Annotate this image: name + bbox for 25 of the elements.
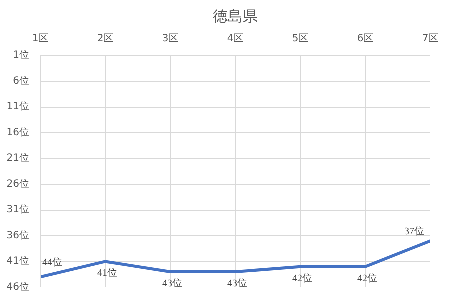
x-tick-label: 3区 bbox=[162, 34, 179, 44]
data-label: 44位 bbox=[42, 256, 62, 269]
data-label: 43位 bbox=[162, 278, 182, 290]
chart-title: 徳島県 bbox=[213, 8, 258, 26]
data-label: 42位 bbox=[358, 272, 378, 284]
y-tick-label: 36位 bbox=[6, 229, 30, 242]
x-tick-label: 4区 bbox=[227, 34, 244, 44]
x-tick-label: 7区 bbox=[422, 34, 439, 44]
y-tick-label: 26位 bbox=[6, 178, 30, 190]
x-tick-label: 5区 bbox=[292, 34, 309, 44]
y-tick-label: 11位 bbox=[6, 100, 30, 113]
x-tick-label: 1区 bbox=[32, 34, 49, 44]
x-tick-label: 2区 bbox=[97, 34, 114, 44]
data-label: 41位 bbox=[98, 267, 118, 280]
y-tick-label: 1位 bbox=[13, 49, 30, 61]
y-tick-label: 6位 bbox=[13, 74, 30, 87]
data-label: 42位 bbox=[292, 272, 312, 284]
y-tick-label: 41位 bbox=[6, 255, 30, 268]
data-label: 37位 bbox=[404, 226, 424, 238]
data-label: 43位 bbox=[228, 278, 248, 290]
y-tick-label: 46位 bbox=[6, 281, 30, 293]
y-tick-label: 16位 bbox=[6, 126, 30, 138]
y-tick-label: 21位 bbox=[6, 152, 30, 164]
x-tick-label: 6区 bbox=[357, 34, 374, 44]
y-tick-label: 31位 bbox=[6, 204, 30, 216]
